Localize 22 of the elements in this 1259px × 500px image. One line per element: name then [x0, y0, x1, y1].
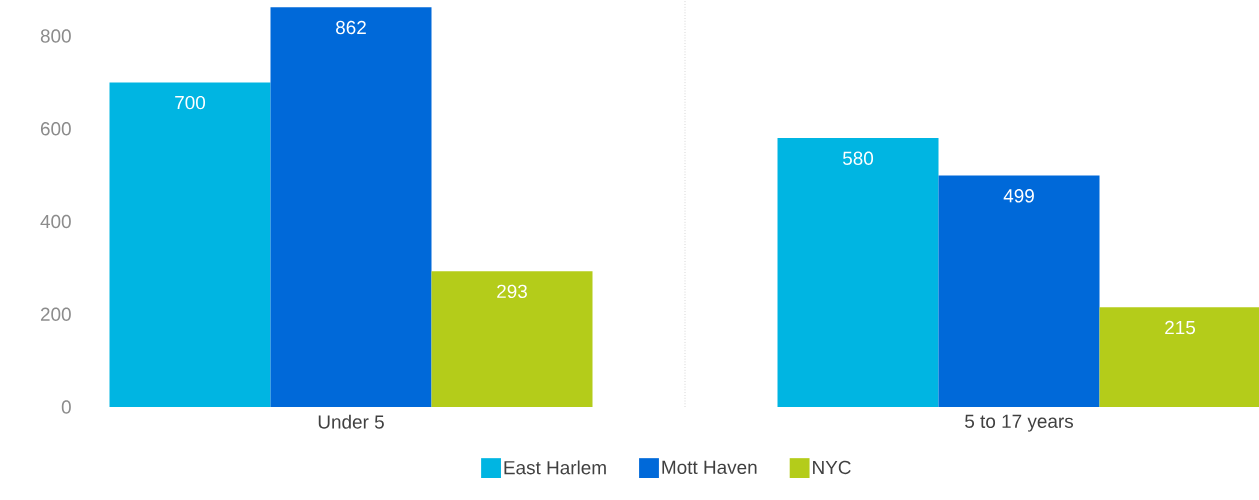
bar [1099, 307, 1259, 407]
y-tick-label: 400 [40, 214, 71, 229]
data-label: 215 [1165, 320, 1196, 335]
y-tick-label: 0 [61, 400, 71, 414]
y-tick-label: 600 [40, 122, 71, 136]
bar [938, 175, 1100, 407]
bar [109, 82, 271, 407]
data-label: 293 [497, 284, 527, 299]
bar [431, 271, 593, 407]
legend-label: East Harlem [504, 460, 606, 475]
data-label: 580 [842, 151, 874, 165]
x-tick-label: 5 to 17 years [965, 414, 1074, 432]
data-label: 862 [336, 20, 366, 35]
data-label: 700 [175, 95, 206, 110]
x-tick-label: Under 5 [318, 414, 384, 429]
bar [777, 138, 939, 407]
data-label: 499 [1003, 189, 1034, 203]
y-tick-label: 200 [40, 307, 71, 321]
y-tick-label: 800 [40, 29, 71, 43]
bar [270, 7, 432, 407]
legend-label: NYC [813, 460, 851, 475]
legend-label: Mott Haven [662, 460, 757, 475]
